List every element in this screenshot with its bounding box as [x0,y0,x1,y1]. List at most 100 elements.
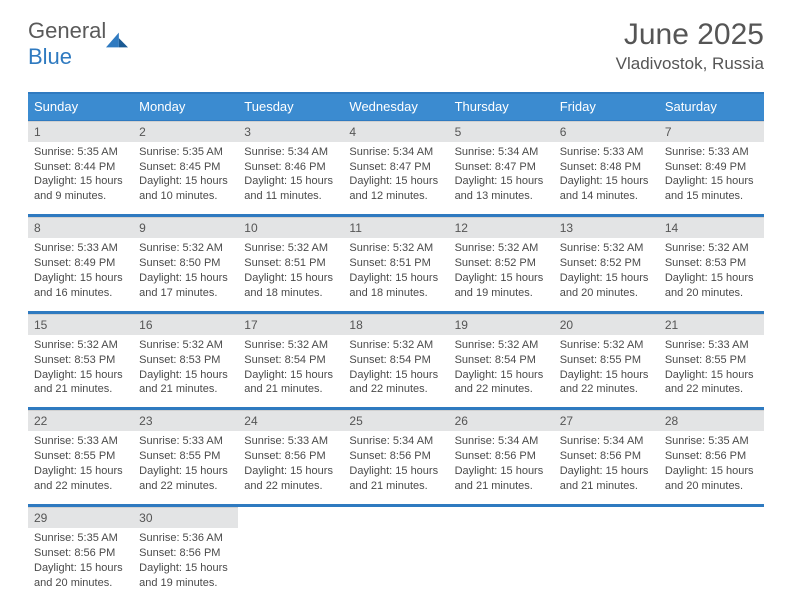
day-cell [449,528,554,600]
day-number: 7 [659,121,764,142]
sunset: Sunset: 8:56 PM [139,546,232,561]
sunrise: Sunrise: 5:32 AM [560,338,653,353]
day-header: Sunday [28,94,133,120]
day-number: 18 [343,314,448,335]
sunset: Sunset: 8:46 PM [244,160,337,175]
daylight: Daylight: 15 hours and 22 minutes. [665,368,758,398]
sunset: Sunset: 8:49 PM [665,160,758,175]
title-block: June 2025 Vladivostok, Russia [616,18,764,74]
sunrise: Sunrise: 5:34 AM [349,145,442,160]
day-number: 6 [554,121,659,142]
sunrise: Sunrise: 5:32 AM [665,241,758,256]
day-cell: Sunrise: 5:32 AMSunset: 8:52 PMDaylight:… [554,238,659,310]
daylight: Daylight: 15 hours and 10 minutes. [139,174,232,204]
day-cell: Sunrise: 5:32 AMSunset: 8:54 PMDaylight:… [238,335,343,407]
sunset: Sunset: 8:44 PM [34,160,127,175]
day-number: 14 [659,217,764,238]
day-number: 2 [133,121,238,142]
day-cell: Sunrise: 5:32 AMSunset: 8:53 PMDaylight:… [28,335,133,407]
sunrise: Sunrise: 5:32 AM [139,338,232,353]
day-cell [343,528,448,600]
daylight: Daylight: 15 hours and 20 minutes. [560,271,653,301]
day-cell: Sunrise: 5:33 AMSunset: 8:55 PMDaylight:… [133,431,238,503]
daylight: Daylight: 15 hours and 22 minutes. [455,368,548,398]
sunset: Sunset: 8:51 PM [349,256,442,271]
day-cell: Sunrise: 5:34 AMSunset: 8:47 PMDaylight:… [449,142,554,214]
day-number-row: 2930 [28,506,764,528]
day-number: 25 [343,410,448,431]
sunset: Sunset: 8:56 PM [349,449,442,464]
day-number: 27 [554,410,659,431]
daylight: Daylight: 15 hours and 11 minutes. [244,174,337,204]
day-number-row: 22232425262728 [28,409,764,431]
sunset: Sunset: 8:47 PM [349,160,442,175]
day-number [659,507,764,528]
daylight: Daylight: 15 hours and 19 minutes. [455,271,548,301]
daylight: Daylight: 15 hours and 13 minutes. [455,174,548,204]
day-header: Friday [554,94,659,120]
day-number: 5 [449,121,554,142]
sunset: Sunset: 8:55 PM [560,353,653,368]
sunset: Sunset: 8:55 PM [665,353,758,368]
day-cell: Sunrise: 5:34 AMSunset: 8:47 PMDaylight:… [343,142,448,214]
daylight: Daylight: 15 hours and 16 minutes. [34,271,127,301]
sunrise: Sunrise: 5:32 AM [244,241,337,256]
location: Vladivostok, Russia [616,54,764,74]
week-block: 1234567Sunrise: 5:35 AMSunset: 8:44 PMDa… [28,120,764,215]
day-cell: Sunrise: 5:33 AMSunset: 8:48 PMDaylight:… [554,142,659,214]
sunset: Sunset: 8:54 PM [244,353,337,368]
sunrise: Sunrise: 5:32 AM [34,338,127,353]
day-cell: Sunrise: 5:33 AMSunset: 8:55 PMDaylight:… [659,335,764,407]
triangle-icon [106,32,128,48]
sunrise: Sunrise: 5:32 AM [560,241,653,256]
sunrise: Sunrise: 5:32 AM [139,241,232,256]
day-number [554,507,659,528]
daylight: Daylight: 15 hours and 18 minutes. [244,271,337,301]
sunrise: Sunrise: 5:35 AM [34,531,127,546]
day-cell: Sunrise: 5:33 AMSunset: 8:49 PMDaylight:… [659,142,764,214]
day-cell: Sunrise: 5:36 AMSunset: 8:56 PMDaylight:… [133,528,238,600]
sunset: Sunset: 8:48 PM [560,160,653,175]
sunrise: Sunrise: 5:32 AM [455,241,548,256]
sunrise: Sunrise: 5:33 AM [34,241,127,256]
day-cell [238,528,343,600]
sunrise: Sunrise: 5:34 AM [349,434,442,449]
day-cell: Sunrise: 5:35 AMSunset: 8:45 PMDaylight:… [133,142,238,214]
daylight: Daylight: 15 hours and 21 minutes. [139,368,232,398]
daylight: Daylight: 15 hours and 20 minutes. [34,561,127,591]
day-cell: Sunrise: 5:32 AMSunset: 8:53 PMDaylight:… [133,335,238,407]
daylight: Daylight: 15 hours and 21 minutes. [560,464,653,494]
day-data-row: Sunrise: 5:35 AMSunset: 8:44 PMDaylight:… [28,142,764,214]
logo-name-1: General [28,18,106,43]
day-number [449,507,554,528]
daylight: Daylight: 15 hours and 22 minutes. [349,368,442,398]
sunset: Sunset: 8:53 PM [665,256,758,271]
sunset: Sunset: 8:54 PM [349,353,442,368]
day-cell: Sunrise: 5:35 AMSunset: 8:56 PMDaylight:… [659,431,764,503]
sunset: Sunset: 8:49 PM [34,256,127,271]
day-number-row: 1234567 [28,120,764,142]
day-number: 11 [343,217,448,238]
day-number-row: 891011121314 [28,216,764,238]
daylight: Daylight: 15 hours and 21 minutes. [34,368,127,398]
sunset: Sunset: 8:52 PM [455,256,548,271]
day-data-row: Sunrise: 5:35 AMSunset: 8:56 PMDaylight:… [28,528,764,600]
day-cell: Sunrise: 5:32 AMSunset: 8:51 PMDaylight:… [238,238,343,310]
day-cell: Sunrise: 5:32 AMSunset: 8:50 PMDaylight:… [133,238,238,310]
daylight: Daylight: 15 hours and 19 minutes. [139,561,232,591]
daylight: Daylight: 15 hours and 21 minutes. [244,368,337,398]
sunset: Sunset: 8:53 PM [139,353,232,368]
sunrise: Sunrise: 5:32 AM [244,338,337,353]
sunset: Sunset: 8:45 PM [139,160,232,175]
day-cell: Sunrise: 5:34 AMSunset: 8:56 PMDaylight:… [449,431,554,503]
day-data-row: Sunrise: 5:33 AMSunset: 8:55 PMDaylight:… [28,431,764,503]
day-cell: Sunrise: 5:32 AMSunset: 8:55 PMDaylight:… [554,335,659,407]
day-number: 4 [343,121,448,142]
sunset: Sunset: 8:51 PM [244,256,337,271]
day-number: 20 [554,314,659,335]
daylight: Daylight: 15 hours and 20 minutes. [665,271,758,301]
sunset: Sunset: 8:56 PM [34,546,127,561]
sunrise: Sunrise: 5:34 AM [560,434,653,449]
sunrise: Sunrise: 5:34 AM [244,145,337,160]
sunset: Sunset: 8:50 PM [139,256,232,271]
